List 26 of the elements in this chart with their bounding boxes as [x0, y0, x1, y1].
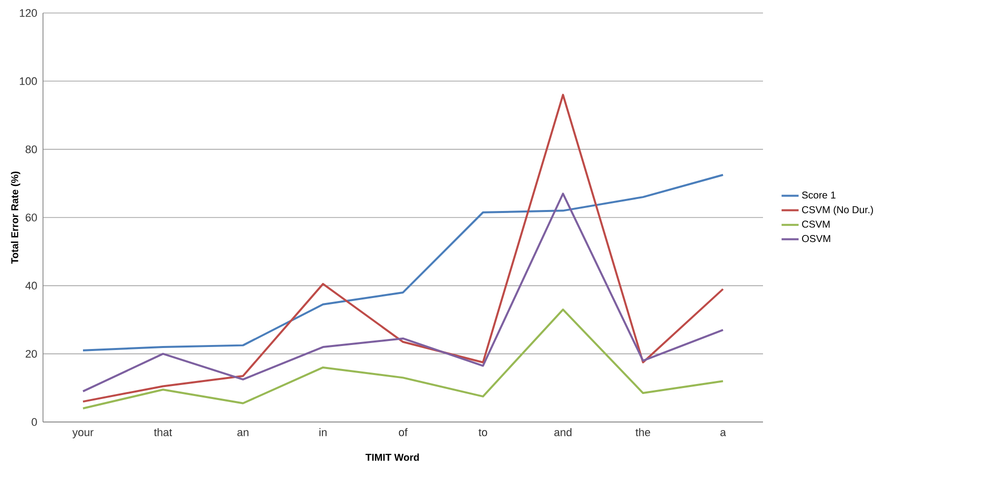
x-tick-label: that — [154, 428, 172, 436]
line-series — [82, 94, 724, 403]
y-axis-title: Total Error Rate (%) — [10, 172, 20, 264]
y-tick-label: 0 — [32, 418, 37, 426]
legend-label: CSVM — [802, 220, 830, 228]
y-tick-label: 120 — [20, 9, 37, 17]
line-series — [82, 308, 724, 410]
x-tick-label: to — [478, 428, 488, 436]
line-series — [82, 192, 724, 392]
x-tick-label: the — [636, 428, 650, 436]
legend-label: OSVM — [802, 235, 830, 242]
y-tick-label: 60 — [26, 214, 37, 222]
x-tick-label: and — [554, 428, 572, 436]
y-tick-label: 80 — [26, 145, 37, 154]
x-tick-label: in — [319, 428, 327, 436]
line-series — [82, 174, 724, 352]
y-tick-label: 40 — [25, 282, 37, 290]
x-axis-title: TIMIT Word — [366, 454, 419, 461]
x-tick-label: your — [72, 430, 94, 438]
legend-label: CSVM (No Dur.) — [802, 206, 873, 216]
y-tick-label: 100 — [20, 77, 37, 86]
legend-label: Score 1 — [802, 192, 836, 199]
x-tick-label: a — [720, 430, 726, 436]
x-tick-label: of — [398, 428, 408, 436]
y-tick-label: 20 — [26, 350, 37, 358]
x-tick-label: an — [237, 430, 248, 436]
